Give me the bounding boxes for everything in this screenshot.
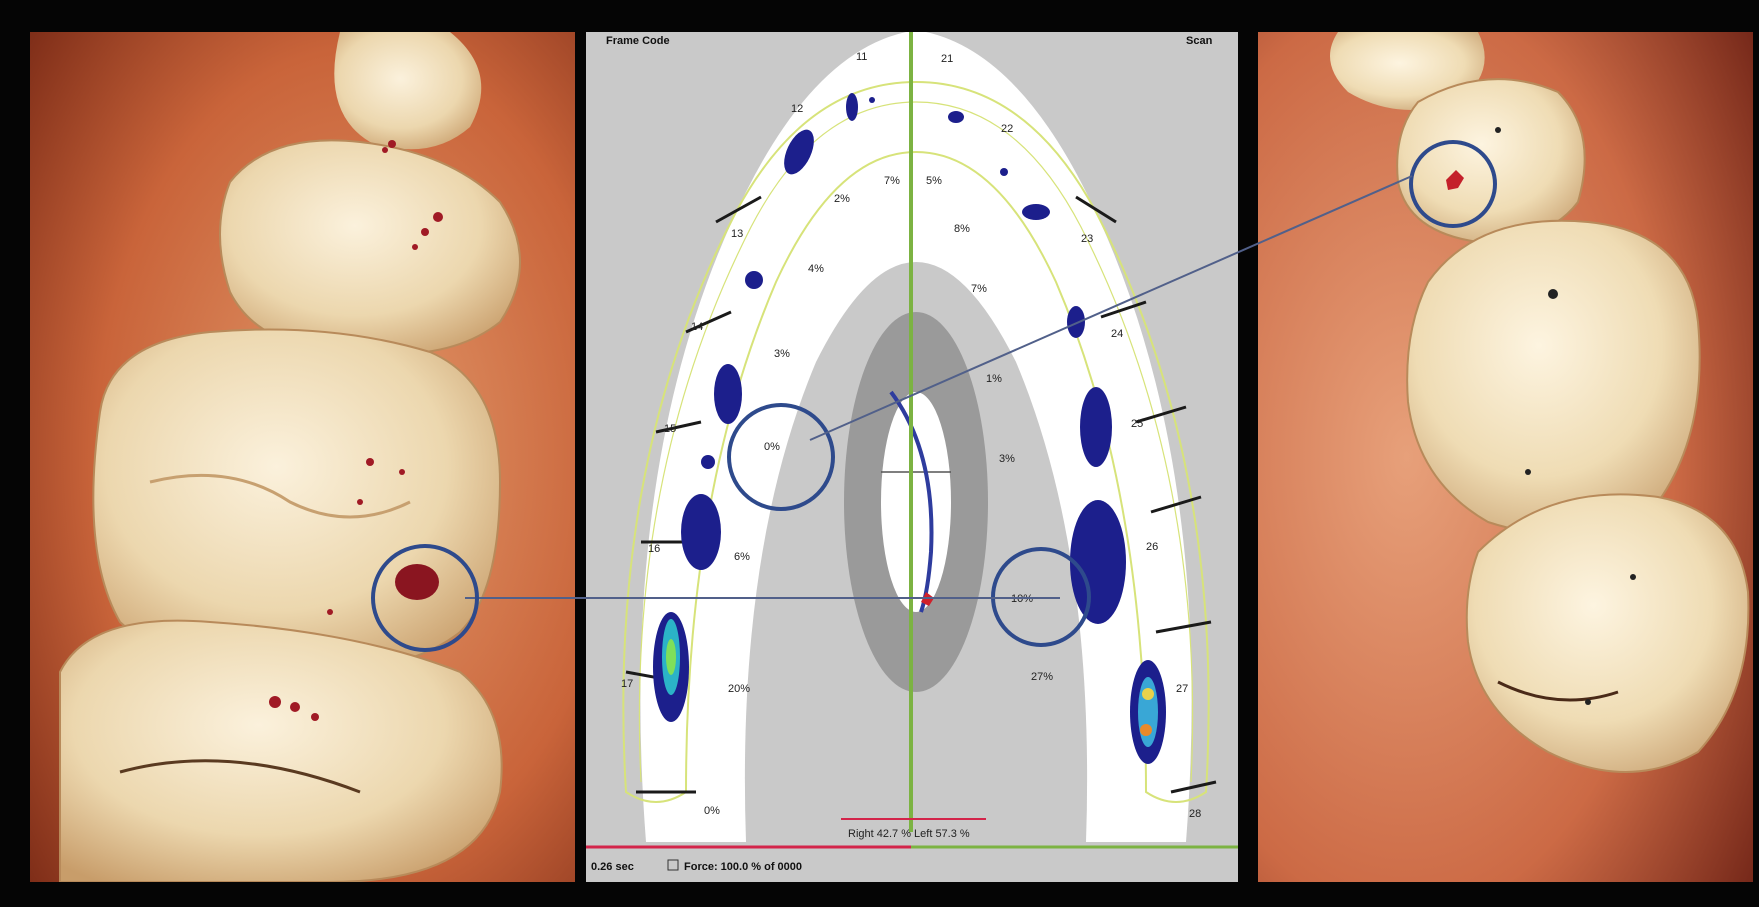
tooth-number: 27 xyxy=(1176,683,1188,695)
scan-header-left: Frame Code xyxy=(606,35,670,47)
right-photo-drawing xyxy=(1258,32,1753,882)
premolar-tooth xyxy=(219,139,521,355)
force-summary: Right 42.7 % Left 57.3 % xyxy=(848,828,970,840)
tooth-number: 17 xyxy=(621,678,633,690)
percent-label: 8% xyxy=(954,223,970,235)
tooth-number: 13 xyxy=(731,228,743,240)
percent-label: 2% xyxy=(834,193,850,205)
tooth-number: 25 xyxy=(1131,418,1143,430)
left-photo-drawing xyxy=(30,32,575,882)
contact-marks xyxy=(1495,127,1636,705)
tooth-number: 14 xyxy=(691,321,703,333)
footer-time: 0.26 sec xyxy=(591,861,634,873)
tooth-number: 26 xyxy=(1146,541,1158,553)
percent-label: 4% xyxy=(808,263,824,275)
tooth-number: 15 xyxy=(664,423,676,435)
occlusal-scan-panel: Frame Code Scan 12 13 14 15 16 17 22 23 … xyxy=(586,32,1238,882)
tooth-number: 21 xyxy=(941,53,953,65)
left-intraoral-photo xyxy=(30,32,575,882)
percent-label: 3% xyxy=(774,348,790,360)
percent-label: 27% xyxy=(1031,671,1053,683)
percent-label: 7% xyxy=(884,175,900,187)
tooth-number: 11 xyxy=(856,51,867,63)
tooth-number: 24 xyxy=(1111,328,1123,340)
percent-label: 5% xyxy=(926,175,942,187)
percent-label: 20% xyxy=(728,683,750,695)
percent-label: 3% xyxy=(999,453,1015,465)
percent-label: 7% xyxy=(971,283,987,295)
right-intraoral-photo xyxy=(1258,32,1753,882)
tooth-number: 23 xyxy=(1081,233,1093,245)
molar-tooth xyxy=(1406,219,1701,535)
molar-tooth xyxy=(1465,493,1750,773)
percent-label: 10% xyxy=(1011,593,1033,605)
footer-force: Force: 100.0 % of 0000 xyxy=(684,861,802,873)
highlight-circle-left xyxy=(727,403,835,511)
scan-header-right: Scan xyxy=(1186,35,1213,47)
tooth-number: 16 xyxy=(648,543,660,555)
percent-label: 0% xyxy=(764,441,780,453)
corner-number: 28 xyxy=(1189,808,1201,820)
percent-label: 1% xyxy=(986,373,1002,385)
dental-arch-outline xyxy=(622,80,1210,803)
percent-label: 0% xyxy=(704,805,720,817)
percent-label: 6% xyxy=(734,551,750,563)
tooth-number: 12 xyxy=(791,103,803,115)
contact-blobs xyxy=(681,93,1126,624)
tooth-number: 22 xyxy=(1001,123,1013,135)
occlusal-force-map: Frame Code Scan 12 13 14 15 16 17 22 23 … xyxy=(586,32,1238,882)
